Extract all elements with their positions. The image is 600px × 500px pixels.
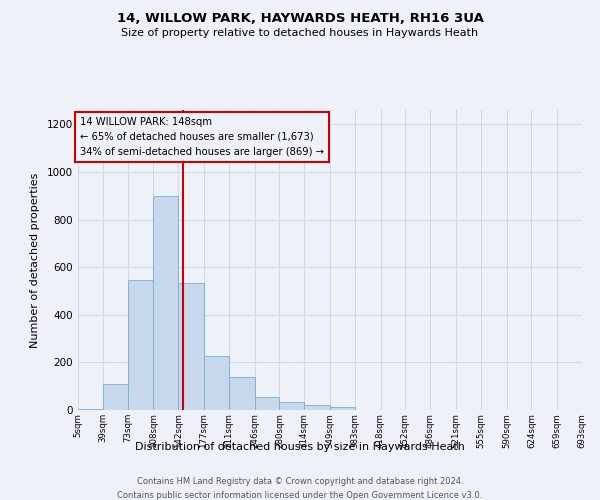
Bar bbox=[178, 282, 204, 410]
Text: Size of property relative to detached houses in Haywards Heath: Size of property relative to detached ho… bbox=[121, 28, 479, 38]
Bar bbox=[103, 384, 128, 410]
Bar bbox=[204, 356, 229, 410]
Text: Contains public sector information licensed under the Open Government Licence v3: Contains public sector information licen… bbox=[118, 491, 482, 500]
Bar bbox=[304, 405, 330, 410]
Bar bbox=[229, 377, 254, 410]
Y-axis label: Number of detached properties: Number of detached properties bbox=[30, 172, 40, 348]
Bar bbox=[254, 397, 280, 410]
Bar bbox=[78, 409, 103, 410]
Text: Distribution of detached houses by size in Haywards Heath: Distribution of detached houses by size … bbox=[135, 442, 465, 452]
Bar bbox=[280, 402, 304, 410]
Bar bbox=[154, 196, 178, 410]
Bar bbox=[330, 407, 355, 410]
Bar bbox=[128, 280, 154, 410]
Text: Contains HM Land Registry data © Crown copyright and database right 2024.: Contains HM Land Registry data © Crown c… bbox=[137, 478, 463, 486]
Text: 14, WILLOW PARK, HAYWARDS HEATH, RH16 3UA: 14, WILLOW PARK, HAYWARDS HEATH, RH16 3U… bbox=[116, 12, 484, 26]
Text: 14 WILLOW PARK: 148sqm
← 65% of detached houses are smaller (1,673)
34% of semi-: 14 WILLOW PARK: 148sqm ← 65% of detached… bbox=[80, 117, 324, 156]
